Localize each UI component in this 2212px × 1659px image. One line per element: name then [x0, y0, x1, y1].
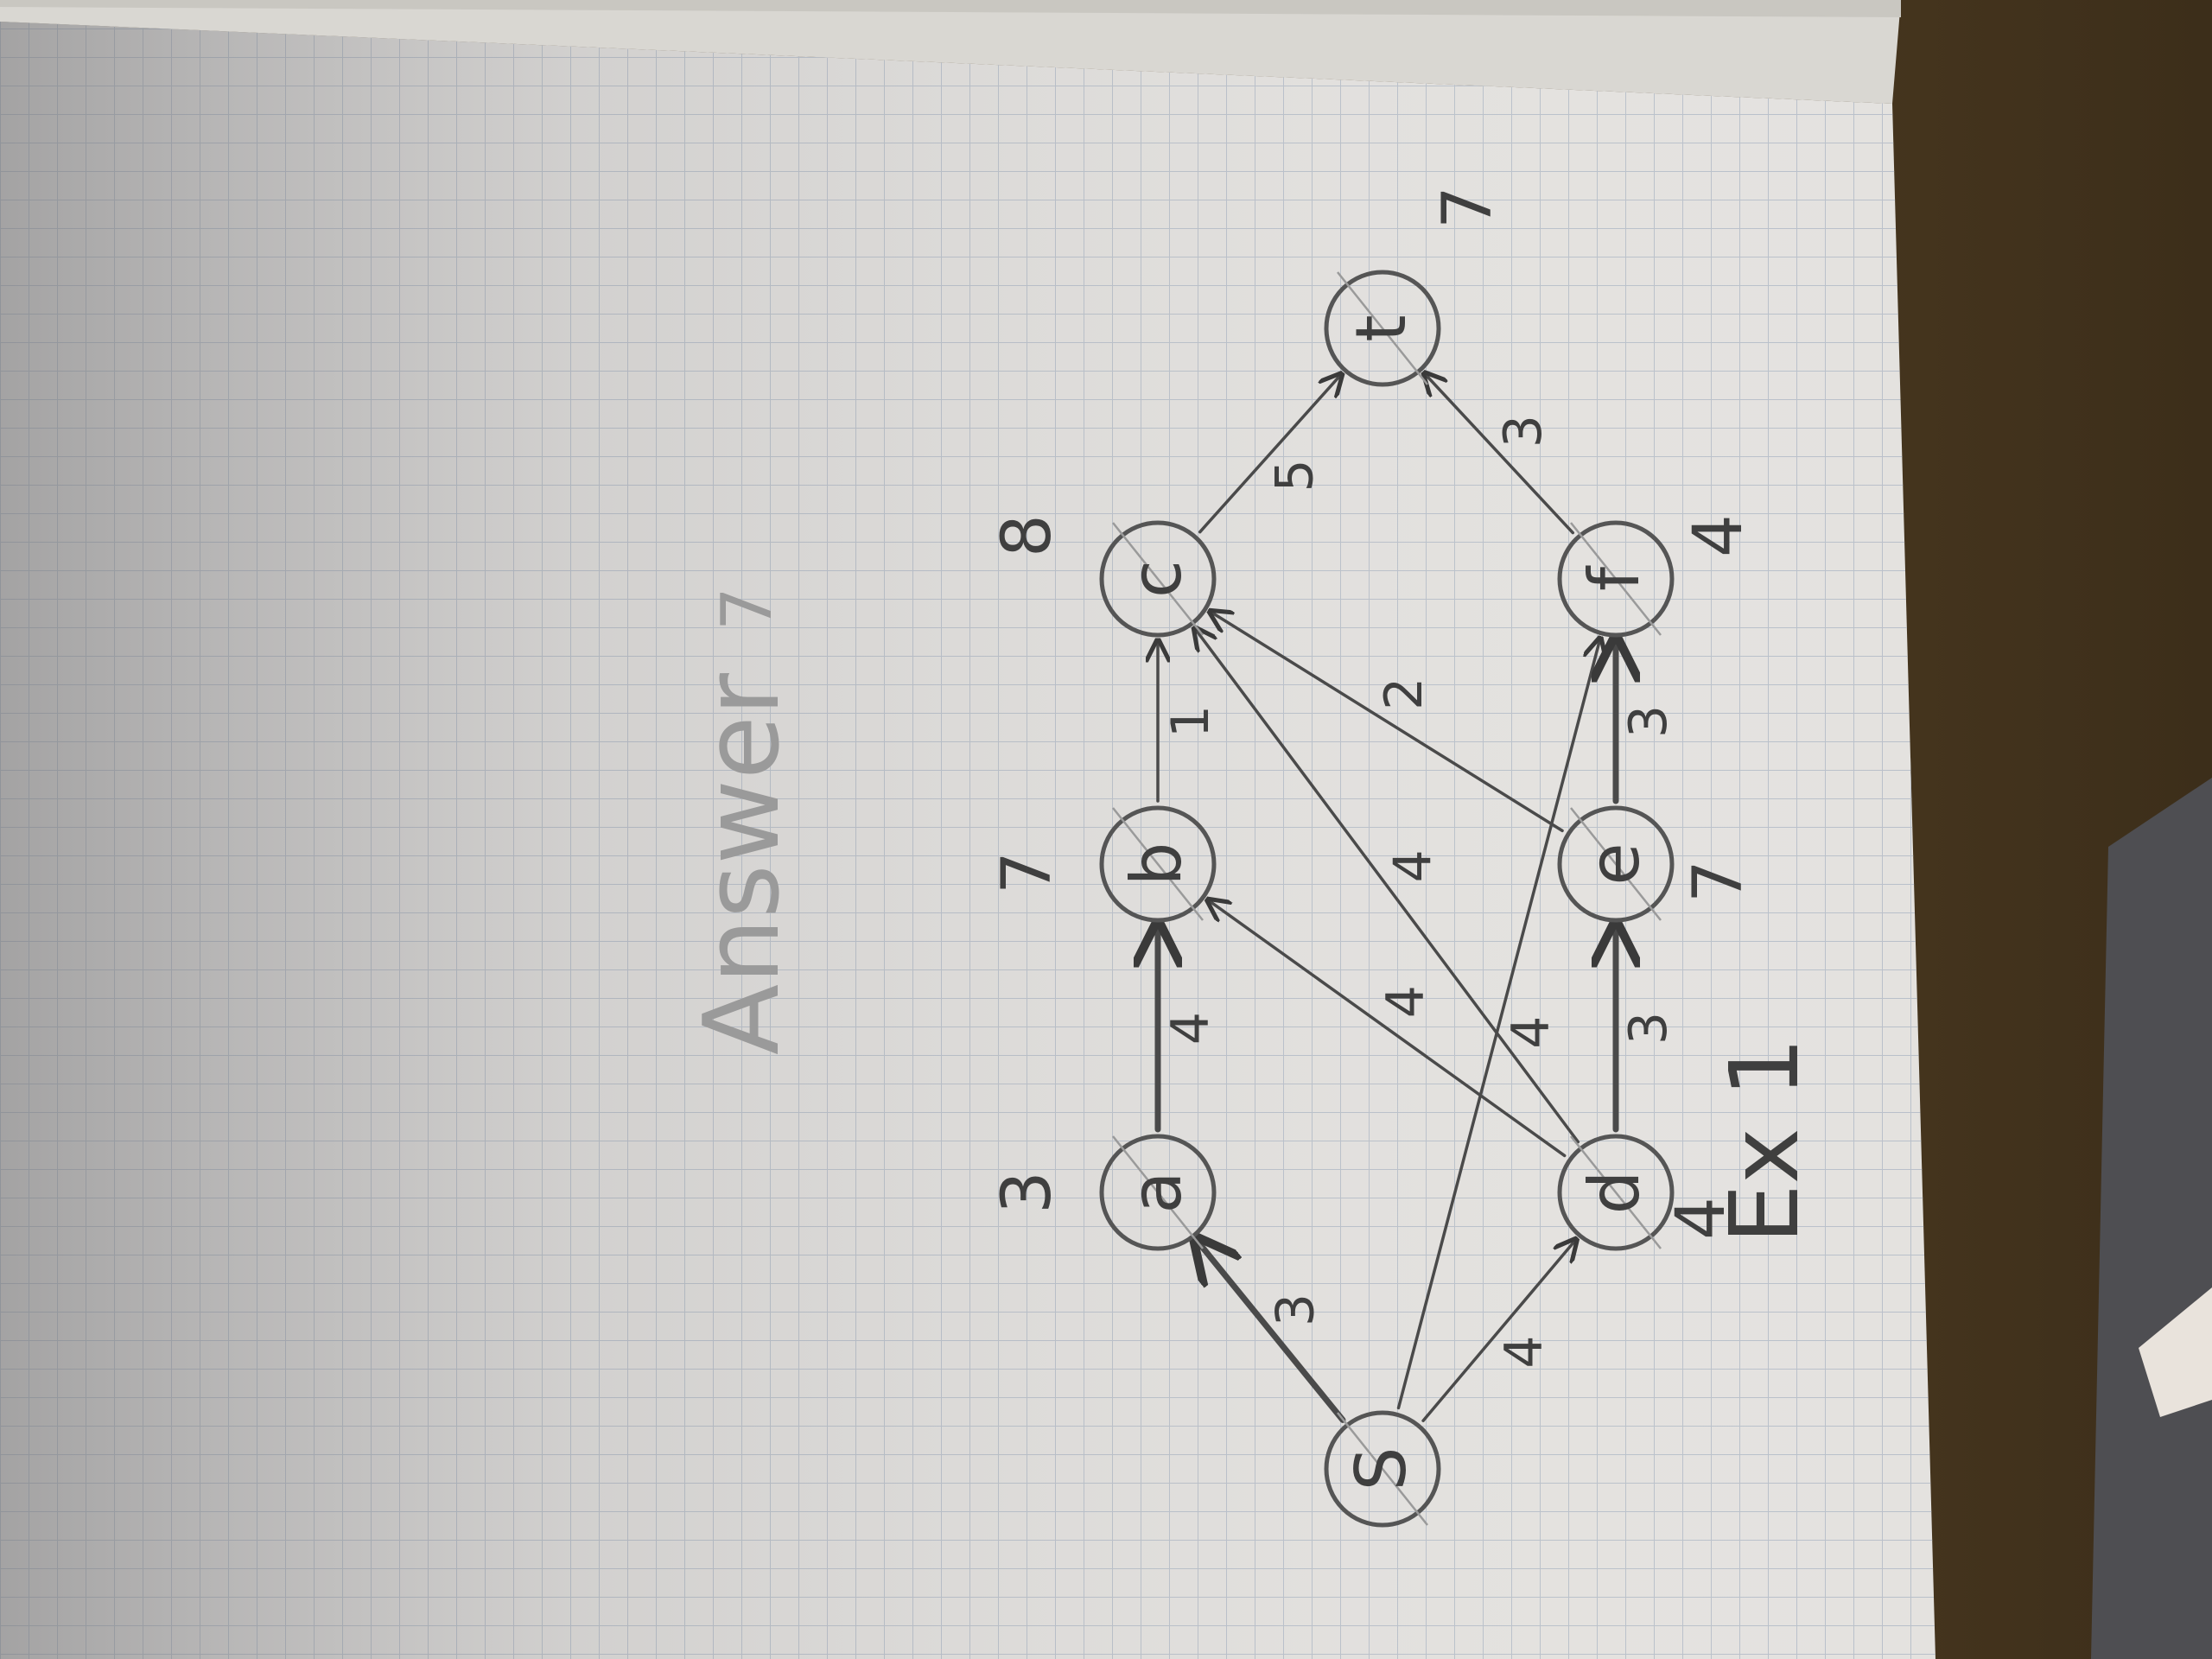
node-label-s: S [1341, 1447, 1421, 1491]
answer-label: Answer [683, 672, 803, 1055]
node-t [1324, 270, 1441, 387]
exercise-title: Ex 1 [1709, 1037, 1820, 1244]
edge-e-c [1211, 613, 1564, 833]
edge-s-d [1421, 1241, 1575, 1422]
node-strike-c [1112, 522, 1204, 636]
node-distance-f: 4 [1680, 514, 1758, 557]
node-a [1099, 1134, 1217, 1251]
edge-weight-d-e: 3 [1618, 1012, 1679, 1045]
node-label-b: b [1116, 842, 1197, 887]
dark-object [2091, 778, 2212, 1659]
edge-weight-f-t: 3 [1493, 415, 1554, 448]
node-label-c: c [1116, 560, 1197, 598]
node-f [1557, 520, 1675, 638]
node-s [1324, 1410, 1441, 1528]
node-label-e: e [1574, 842, 1655, 885]
edge-d-b [1209, 901, 1567, 1158]
node-strike-a [1112, 1135, 1204, 1249]
node-label-d: d [1574, 1171, 1655, 1215]
node-distance-e: 7 [1680, 860, 1758, 903]
node-strike-b [1112, 807, 1204, 921]
node-distance-c: 8 [988, 514, 1066, 557]
node-label-a: a [1116, 1171, 1197, 1213]
edge-weight-e-c: 2 [1374, 677, 1434, 710]
node-distance-a: 3 [988, 1171, 1066, 1214]
node-strike-f [1570, 522, 1662, 636]
node-distance-b: 7 [988, 851, 1066, 894]
node-strike-t [1337, 271, 1428, 385]
edge-f-t [1426, 374, 1575, 535]
page-top-edge [0, 0, 1901, 104]
edge-weight-s-a: 3 [1265, 1294, 1325, 1326]
edge-weight-d-b: 4 [1376, 985, 1436, 1018]
node-strike-s [1337, 1412, 1428, 1526]
node-distance-d: 4 [1662, 1197, 1740, 1240]
node-strike-e [1570, 807, 1662, 921]
node-distance-t: 7 [1429, 186, 1507, 229]
sticker [2139, 1287, 2212, 1417]
edge-weight-c-t: 5 [1264, 459, 1325, 492]
edge-weight-s-d: 4 [1494, 1335, 1554, 1368]
node-e [1557, 805, 1675, 923]
edge-d-c [1196, 629, 1580, 1144]
edge-s-a [1198, 1242, 1346, 1423]
edge-weight-e-f: 3 [1618, 705, 1679, 738]
node-c [1099, 520, 1217, 638]
node-label-f: f [1574, 565, 1655, 591]
node-d [1557, 1134, 1675, 1251]
edge-weight-d-c: 4 [1382, 849, 1443, 882]
answer-value: 7 [707, 587, 787, 631]
edge-weight-b-c: 1 [1160, 705, 1221, 738]
node-label-t: t [1341, 315, 1421, 341]
edge-s-f [1396, 640, 1600, 1410]
edge-weight-a-b: 4 [1160, 1012, 1221, 1045]
shadow [0, 22, 1936, 1659]
node-b [1099, 805, 1217, 923]
edge-c-t [1198, 375, 1341, 534]
edge-weight-s-f: 4 [1501, 1016, 1561, 1049]
node-strike-d [1570, 1135, 1662, 1249]
